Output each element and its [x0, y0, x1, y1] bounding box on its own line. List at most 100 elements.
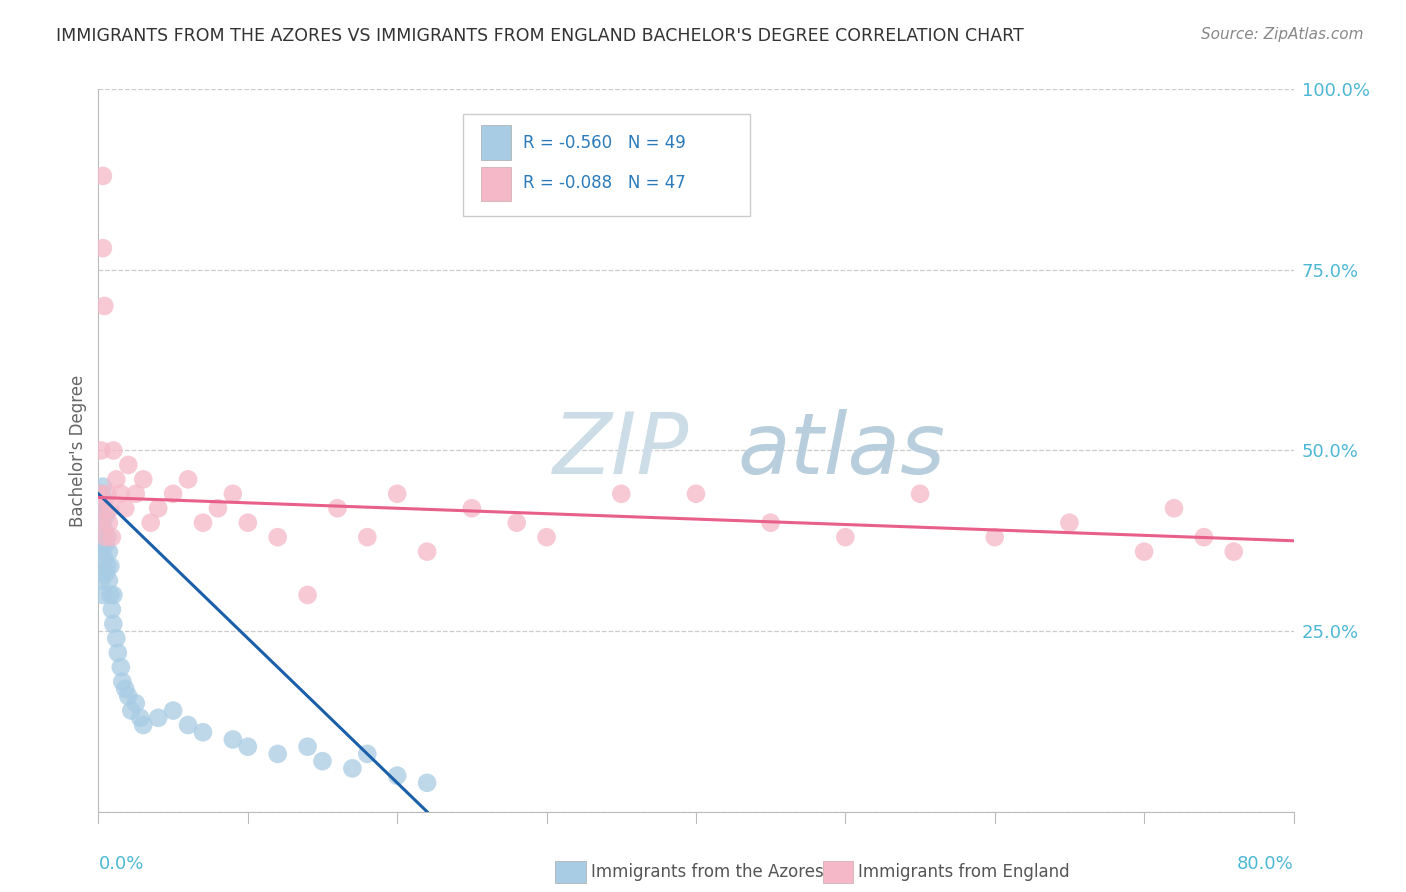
Point — [267, 530, 290, 544]
Bar — [481, 126, 510, 160]
Bar — [481, 167, 510, 202]
Point — [1163, 501, 1185, 516]
Point — [98, 501, 122, 516]
Point — [90, 574, 112, 588]
Point — [356, 530, 378, 544]
Point — [98, 559, 122, 574]
Point — [162, 704, 184, 718]
Point — [356, 747, 378, 761]
Point — [91, 169, 114, 183]
Point — [506, 516, 529, 530]
Point — [101, 530, 124, 544]
Point — [89, 501, 111, 516]
Point — [103, 616, 125, 631]
Point — [685, 487, 707, 501]
Point — [94, 537, 117, 551]
Text: ZIP: ZIP — [553, 409, 689, 492]
Point — [120, 704, 142, 718]
Point — [94, 530, 117, 544]
Point — [162, 487, 184, 501]
Point — [97, 544, 120, 558]
Point — [908, 487, 931, 501]
Point — [114, 501, 136, 516]
Point — [536, 530, 558, 544]
Point — [117, 458, 139, 472]
Point — [90, 516, 112, 530]
Text: R = -0.560   N = 49: R = -0.560 N = 49 — [523, 134, 686, 152]
Point — [342, 761, 364, 775]
Point — [93, 523, 115, 537]
Point — [297, 739, 319, 754]
Point — [107, 646, 129, 660]
Point — [91, 508, 114, 523]
Point — [93, 299, 115, 313]
Point — [461, 501, 484, 516]
Point — [834, 530, 856, 544]
Point — [177, 718, 200, 732]
Point — [103, 588, 125, 602]
Point — [89, 487, 111, 501]
Point — [236, 516, 259, 530]
Point — [90, 516, 112, 530]
Point — [759, 516, 782, 530]
FancyBboxPatch shape — [463, 114, 749, 216]
Point — [311, 754, 333, 768]
Point — [98, 588, 122, 602]
Point — [297, 588, 319, 602]
Point — [96, 530, 118, 544]
Point — [385, 487, 409, 501]
Point — [139, 516, 162, 530]
Point — [148, 711, 170, 725]
Point — [129, 711, 152, 725]
Point — [93, 494, 115, 508]
Point — [101, 602, 124, 616]
Point — [111, 674, 134, 689]
Point — [132, 472, 155, 486]
Point — [90, 544, 112, 558]
Text: atlas: atlas — [738, 409, 946, 492]
Point — [94, 508, 117, 523]
Point — [91, 241, 114, 255]
Point — [191, 516, 214, 530]
Point — [90, 487, 112, 501]
Point — [103, 443, 125, 458]
Point — [105, 632, 128, 646]
Point — [125, 696, 148, 710]
Point — [91, 566, 114, 581]
Point — [90, 443, 112, 458]
Point — [91, 480, 114, 494]
Point — [191, 725, 214, 739]
Point — [91, 537, 114, 551]
Point — [416, 544, 439, 558]
Text: IMMIGRANTS FROM THE AZORES VS IMMIGRANTS FROM ENGLAND BACHELOR'S DEGREE CORRELAT: IMMIGRANTS FROM THE AZORES VS IMMIGRANTS… — [56, 27, 1024, 45]
Text: Source: ZipAtlas.com: Source: ZipAtlas.com — [1201, 27, 1364, 42]
Point — [91, 588, 114, 602]
Point — [984, 530, 1007, 544]
Y-axis label: Bachelor's Degree: Bachelor's Degree — [69, 375, 87, 526]
Point — [105, 472, 128, 486]
Point — [110, 487, 132, 501]
Point — [97, 574, 120, 588]
Point — [385, 769, 409, 783]
Text: 80.0%: 80.0% — [1237, 855, 1294, 873]
Point — [222, 487, 245, 501]
Text: 0.0%: 0.0% — [98, 855, 143, 873]
Point — [110, 660, 132, 674]
Point — [117, 689, 139, 703]
Point — [96, 487, 118, 501]
Point — [96, 559, 118, 574]
Text: Immigrants from England: Immigrants from England — [858, 863, 1070, 881]
Point — [114, 681, 136, 696]
Point — [148, 501, 170, 516]
Point — [94, 566, 117, 581]
Point — [610, 487, 633, 501]
Point — [97, 516, 120, 530]
Point — [1059, 516, 1081, 530]
Point — [236, 739, 259, 754]
Point — [207, 501, 229, 516]
Point — [222, 732, 245, 747]
Point — [1223, 544, 1246, 558]
Point — [132, 718, 155, 732]
Text: R = -0.088   N = 47: R = -0.088 N = 47 — [523, 174, 686, 192]
Point — [416, 776, 439, 790]
